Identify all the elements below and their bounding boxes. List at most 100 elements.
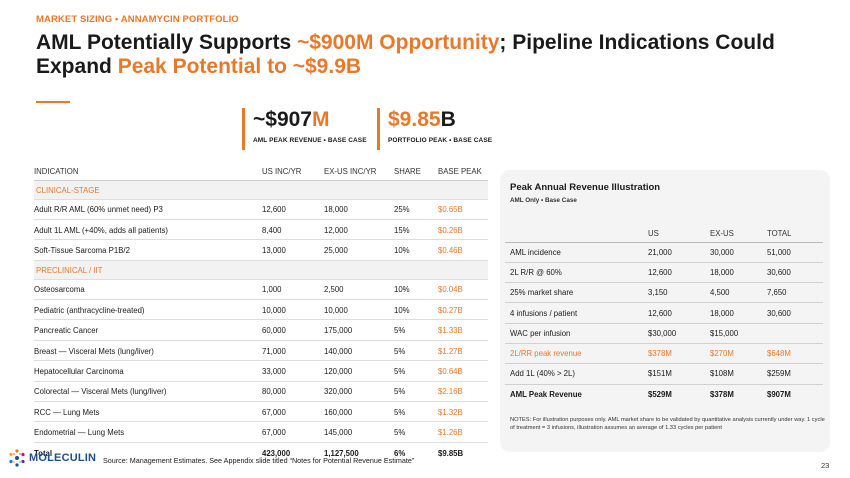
revenue-illustration-panel: Peak Annual Revenue Illustration AML Onl… <box>500 170 830 452</box>
table-cell: $0.26B <box>438 219 488 241</box>
table-cell: 8,400 <box>262 219 324 241</box>
table-cell: 80,000 <box>262 381 324 403</box>
panel-notes: NOTES: For illustration purposes only. A… <box>510 417 825 431</box>
section-label-text: CLINICAL-STAGE <box>36 185 100 195</box>
table-row: Breast — Visceral Mets (lung/liver) 71,00… <box>34 340 488 362</box>
table-row: WAC per infusion $30,000 $15,000 <box>505 323 823 344</box>
table-cell: 5% <box>394 421 438 443</box>
table-cell: 5% <box>394 360 438 382</box>
table-row: Osteosarcoma 1,000 2,500 10% $0.04B <box>34 279 488 301</box>
title-highlight-2: Peak Potential to ~$9.9B <box>117 55 362 78</box>
table-cell: 21,000 <box>648 242 710 263</box>
table-cell: 18,000 <box>324 199 394 220</box>
table-cell: 71,000 <box>262 340 324 362</box>
column-header: EX-US <box>710 226 767 243</box>
kpi-value-number: ~$907 <box>253 108 312 131</box>
table-cell: Soft-Tissue Sarcoma P1B/2 <box>34 239 262 261</box>
kpi-value: $9.85B <box>388 108 492 132</box>
table-row: RCC — Lung Mets 67,000 160,000 5% $1.32B <box>34 401 488 423</box>
table-cell: 2L R/R @ 60% <box>505 262 648 284</box>
table-cell: 120,000 <box>324 360 394 382</box>
kpi-aml-peak: ~$907M AML PEAK REVENUE • BASE CASE <box>242 108 367 150</box>
table-cell: Pancreatic Cancer <box>34 319 262 341</box>
table-cell: 320,000 <box>324 381 394 403</box>
table-cell: $259M <box>767 363 823 385</box>
column-header: BASE PEAK <box>438 164 488 181</box>
table-cell: 25% market share <box>505 282 648 304</box>
kpi-caption: PORTFOLIO PEAK • BASE CASE <box>388 137 493 144</box>
table-cell: $0.27B <box>438 299 488 321</box>
table-cell: 30,000 <box>710 242 767 263</box>
section-label: PRECLINICAL / IIT <box>34 260 488 280</box>
section-row: CLINICAL-STAGE <box>34 180 488 200</box>
table-cell: $378M <box>648 343 710 365</box>
total-row: Total 423,000 1,127,500 6% $9.85B <box>34 441 488 463</box>
total-cell: 1,127,500 <box>324 441 394 463</box>
table-cell: $0.46B <box>438 239 488 261</box>
table-cell: 25% <box>394 199 438 220</box>
table-cell: 33,000 <box>262 360 324 382</box>
kpi-caption: AML PEAK REVENUE • BASE CASE <box>253 137 367 144</box>
column-header: SHARE <box>394 164 438 181</box>
table-row: Pancreatic Cancer 60,000 175,000 5% $1.33B <box>34 319 488 341</box>
table-cell: 12,600 <box>648 302 710 324</box>
table-cell: 5% <box>394 381 438 403</box>
table-cell: $1.27B <box>438 340 488 362</box>
source-note: Source: Management Estimates. See Append… <box>103 456 415 465</box>
kpi-value-number: $9.85 <box>388 108 441 131</box>
table-cell: $1.33B <box>438 319 488 341</box>
table-row: 25% market share 3,150 4,500 7,650 <box>505 282 823 304</box>
table-cell: RCC — Lung Mets <box>34 401 262 423</box>
panel-title: Peak Annual Revenue Illustration <box>510 182 661 193</box>
indications-table-body: CLINICAL-STAGE Adult R/R AML (60% unmet n… <box>34 180 488 463</box>
column-header <box>505 226 648 243</box>
table-cell: 13,000 <box>262 239 324 261</box>
table-cell: Adult R/R AML (60% unmet need) P3 <box>34 199 262 220</box>
table-cell: 2L/RR peak revenue <box>505 343 648 365</box>
table-cell: AML incidence <box>505 242 648 263</box>
table-cell: $108M <box>710 363 767 385</box>
table-cell: 4 infusions / patient <box>505 302 648 324</box>
total-cell: $9.85B <box>438 441 488 463</box>
table-row: Pediatric (anthracycline-treated) 10,000 1… <box>34 299 488 321</box>
table-row: Soft-Tissue Sarcoma P1B/2 13,000 25,000 10%… <box>34 239 488 261</box>
illustration-table-body: AML incidence 21,000 30,000 51,000 2L R/R @ … <box>505 242 823 405</box>
section-row: PRECLINICAL / IIT <box>34 260 488 280</box>
table-cell: 5% <box>394 340 438 362</box>
table-cell: 10% <box>394 299 438 321</box>
table-cell: Pediatric (anthracycline-treated) <box>34 299 262 321</box>
total-cell: $529M <box>648 383 710 405</box>
title-underline <box>36 101 70 103</box>
table-cell: $0.64B <box>438 360 488 382</box>
column-header: US <box>648 226 710 243</box>
table-cell: 10% <box>394 239 438 261</box>
table-cell: 30,600 <box>767 262 823 284</box>
logo-wordmark: MOLECULIN <box>29 452 97 464</box>
table-cell: $0.04B <box>438 279 488 301</box>
table-row: Endometrial — Lung Mets 67,000 145,000 5% $1… <box>34 421 488 443</box>
column-header: US INC/YR <box>262 164 324 181</box>
total-row: AML Peak Revenue $529M $378M $907M <box>505 383 823 405</box>
table-cell: 18,000 <box>710 262 767 284</box>
table-cell: 5% <box>394 401 438 423</box>
table-cell: 10% <box>394 279 438 301</box>
table-row: Add 1L (40% > 2L) $151M $108M $259M <box>505 363 823 385</box>
table-cell: $270M <box>710 343 767 365</box>
table-cell: $1.32B <box>438 401 488 423</box>
table-cell: 15% <box>394 219 438 241</box>
kpi-value-unit: M <box>311 108 330 131</box>
total-cell: AML Peak Revenue <box>505 383 648 405</box>
table-cell: 12,600 <box>262 199 324 220</box>
table-cell: 51,000 <box>767 242 823 263</box>
company-logo: MOLECULIN <box>8 449 96 467</box>
panel-subtitle: AML Only • Base Case <box>510 197 577 204</box>
table-cell: 7,650 <box>767 282 823 304</box>
total-cell: 423,000 <box>262 441 324 463</box>
table-cell: 3,150 <box>648 282 710 304</box>
table-cell: $15,000 <box>710 323 767 344</box>
title-highlight-1: ~$900M Opportunity <box>296 31 500 54</box>
table-cell: 4,500 <box>710 282 767 304</box>
table-cell: 18,000 <box>710 302 767 324</box>
table-cell: 160,000 <box>324 401 394 423</box>
table-cell: $2.16B <box>438 381 488 403</box>
